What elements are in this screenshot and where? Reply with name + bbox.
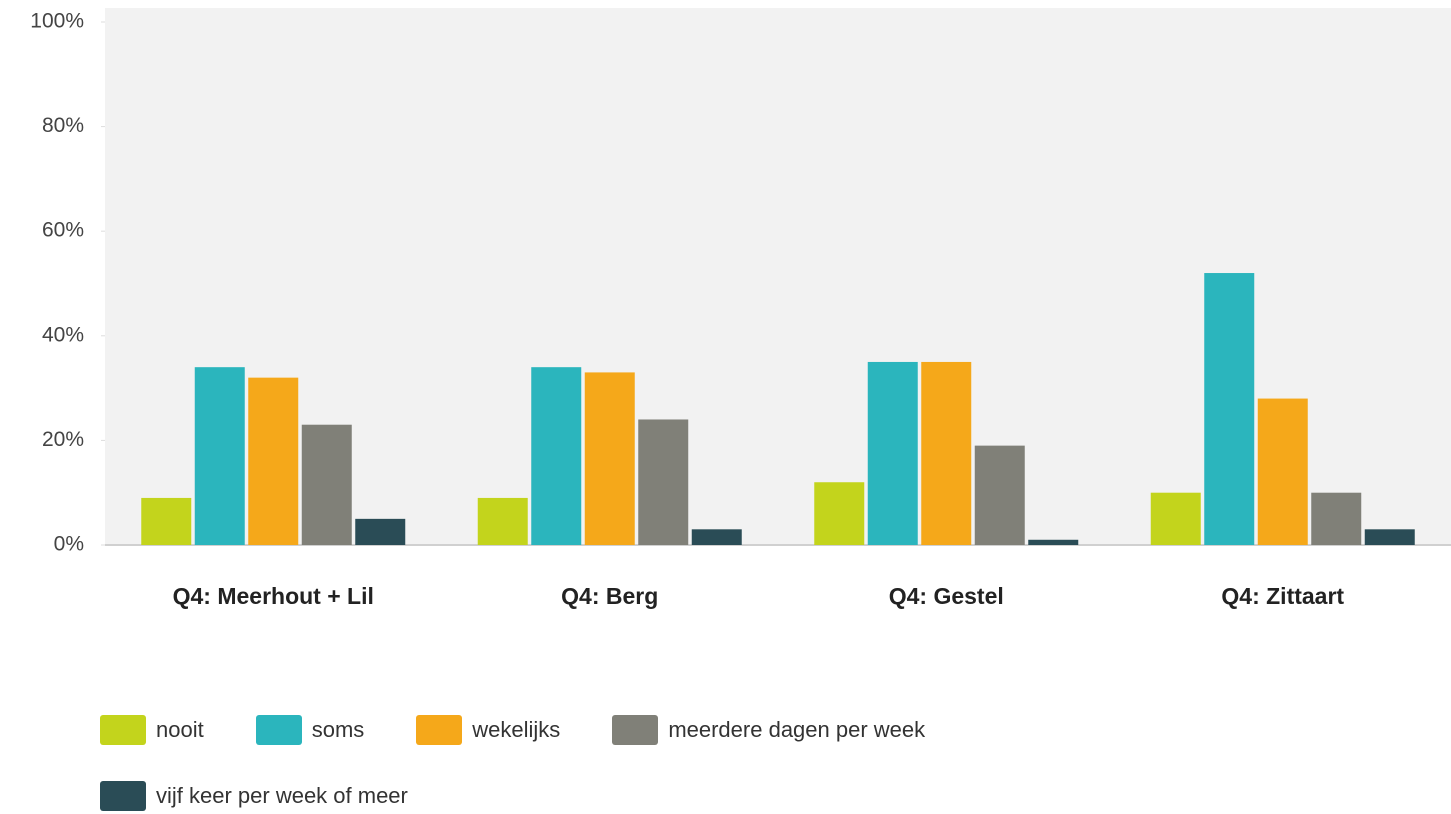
- legend-label: nooit: [156, 717, 204, 742]
- bar: [974, 445, 1025, 545]
- y-tick-label: 20%: [42, 428, 84, 451]
- y-tick-label: 40%: [42, 323, 84, 346]
- legend-label: meerdere dagen per week: [668, 717, 926, 742]
- x-tick-label-box: Q4: Meerhout + Lil: [123, 580, 423, 612]
- legend-swatch: [416, 715, 463, 745]
- bar: [814, 482, 865, 545]
- x-tick-label: Q4: Gestel: [888, 583, 1004, 609]
- bar: [355, 518, 406, 545]
- bar: [1364, 529, 1415, 545]
- y-tick-label: 80%: [42, 114, 84, 137]
- legend-label: vijf keer per week of meer: [156, 783, 408, 808]
- legend-item: vijf keer per week of meer: [100, 778, 408, 814]
- bar: [638, 419, 689, 545]
- bar: [531, 367, 582, 545]
- legend-label: soms: [311, 717, 365, 742]
- legend-item: meerdere dagen per week: [612, 712, 925, 748]
- legend-label: wekelijks: [472, 717, 561, 742]
- bar: [867, 361, 918, 545]
- bar: [1257, 398, 1308, 545]
- bar: [1150, 492, 1201, 545]
- y-tick-label: 100%: [30, 10, 84, 33]
- y-tick-label: 0%: [54, 533, 84, 556]
- bar: [584, 372, 635, 545]
- x-tick-label-box: Q4: Gestel: [796, 580, 1096, 612]
- legend-swatch: [100, 781, 146, 811]
- legend-item: soms: [255, 712, 365, 748]
- bar: [691, 529, 742, 545]
- x-tick-label: Q4: Zittaart: [1221, 583, 1345, 609]
- bar: [921, 361, 972, 545]
- bar: [301, 424, 352, 545]
- x-tick-label-box: Q4: Zittaart: [1133, 580, 1433, 612]
- x-tick-label: Q4: Berg: [561, 583, 659, 609]
- legend: nooit soms wekelijks meerdere dagen per wee…: [100, 712, 1200, 814]
- bar: [1028, 539, 1079, 545]
- bar: [1311, 492, 1362, 545]
- bar: [248, 377, 299, 545]
- x-tick-label: Q4: Meerhout + Lil: [172, 583, 374, 609]
- legend-swatch: [100, 715, 146, 745]
- legend-swatch: [612, 715, 659, 745]
- bar: [194, 367, 245, 545]
- legend-item: nooit: [100, 712, 204, 748]
- bar: [141, 497, 192, 545]
- y-tick-label: 60%: [42, 219, 84, 242]
- x-tick-label-box: Q4: Berg: [460, 580, 760, 612]
- legend-item: wekelijks: [416, 712, 560, 748]
- bar: [477, 497, 528, 545]
- bar: [1204, 273, 1255, 545]
- legend-swatch: [255, 715, 302, 745]
